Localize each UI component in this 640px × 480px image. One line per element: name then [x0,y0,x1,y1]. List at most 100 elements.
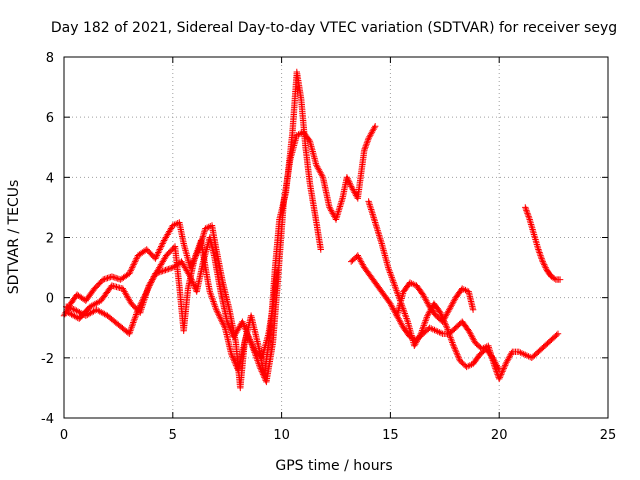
data-point [274,266,276,269]
data-point [346,176,348,178]
data-point [250,315,252,317]
data-point [117,324,119,326]
data-point [111,276,113,278]
x-tick-label: 10 [273,428,290,443]
y-tick-label: -4 [41,412,54,427]
data-point [211,224,213,227]
data-point [363,149,365,151]
data-point [442,321,444,323]
data-point [165,254,167,257]
data-point [137,254,139,257]
data-point [511,351,513,353]
data-point [267,333,270,335]
grid [64,57,608,418]
data-point [67,312,69,314]
data-point [246,333,248,335]
data-point [283,200,285,202]
data-point [402,291,405,293]
data-point [455,327,457,329]
data-point [357,197,359,199]
data-point [468,330,470,332]
data-point [448,309,450,311]
data-point [93,288,96,290]
data-point [146,248,148,251]
data-point [435,315,437,317]
data-point [452,345,455,347]
data-point [130,303,133,305]
data-point [461,288,463,290]
data-point [102,279,104,281]
data-point [485,348,487,350]
data-point [542,260,544,263]
data-point [465,366,468,368]
data-point [200,239,202,242]
data-point [315,221,318,224]
data-point [196,291,198,293]
data-point [439,312,442,314]
data-point [350,260,352,263]
data-point [204,227,207,230]
data-point [213,254,215,257]
data-point [302,131,304,133]
data-point [544,345,546,347]
data-point [69,303,72,305]
data-point [409,282,411,284]
data-point [455,297,457,299]
data-point [163,239,165,242]
y-tick-label: -2 [41,352,54,367]
data-point [174,245,176,248]
data-point [239,387,241,389]
data-point [420,333,422,335]
data-point [442,333,444,335]
data-point [396,315,398,317]
plot-frame [63,56,609,419]
data-point [289,158,291,160]
data-point [215,248,217,251]
data-point [546,269,548,272]
series-track-6 [393,279,477,325]
data-point [472,363,474,365]
x-tick-label: 20 [491,428,508,443]
series-markers [348,252,562,383]
data-point [178,221,180,224]
x-tick-label: 25 [600,428,617,443]
data-point [372,279,374,281]
data-point [428,327,431,329]
data-point [74,309,76,311]
data-point [481,348,483,350]
data-point [381,291,383,293]
data-point [428,306,431,308]
data-point [550,339,553,341]
data-point [487,345,489,347]
data-point [524,206,526,209]
data-point [537,351,539,353]
data-point [413,345,415,347]
data-point [85,300,87,302]
x-tick-label: 5 [169,428,177,443]
data-point [357,254,359,257]
data-point [309,182,311,184]
data-point [492,357,494,359]
data-point [226,321,228,323]
data-point [529,218,531,221]
data-point [78,318,80,320]
data-point [479,354,481,356]
data-point [254,351,257,353]
data-point [402,327,405,329]
data-point [128,333,130,335]
data-point [374,125,376,127]
series-markers [63,123,379,386]
data-point [394,285,396,287]
data-point [128,273,130,275]
data-point [187,288,189,290]
data-point [559,279,561,281]
data-point [276,269,278,272]
data-point [415,285,418,287]
data-point [407,321,409,323]
data-point [557,333,559,335]
data-point [363,266,365,269]
data-point [435,330,437,332]
axis-ticks: 0 5 10 15 20 25 -4 -2 0 2 4 6 8 [41,51,616,443]
data-point [468,291,470,293]
data-point [222,282,224,284]
